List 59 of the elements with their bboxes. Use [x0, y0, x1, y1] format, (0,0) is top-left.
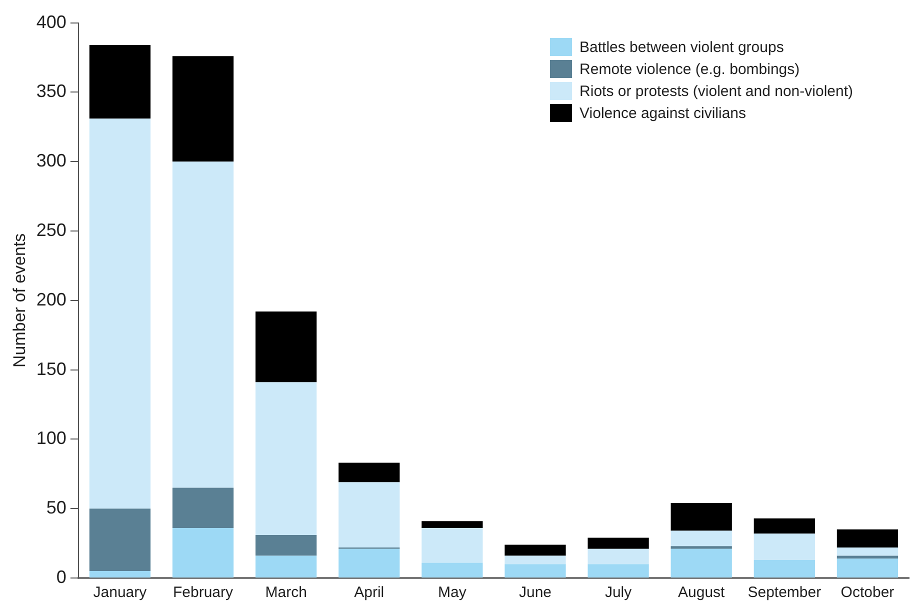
y-tick-label: 100 [36, 428, 66, 448]
bar [172, 162, 234, 488]
x-tick-label: May [438, 584, 467, 602]
legend-label: Remote violence (e.g. bombings) [580, 60, 800, 78]
bar [588, 564, 649, 578]
bar [670, 548, 732, 578]
y-tick-label: 0 [56, 566, 66, 587]
bar [504, 564, 566, 578]
bar [504, 556, 566, 564]
bar [338, 482, 400, 548]
bar [256, 382, 317, 535]
bar [422, 562, 483, 578]
bar [172, 488, 234, 528]
bar [754, 534, 815, 560]
x-tick-label: August [678, 584, 726, 602]
bar [422, 521, 483, 528]
x-tick-label: March [265, 584, 307, 602]
bar [670, 503, 732, 531]
bar [588, 538, 649, 549]
y-tick-label: 150 [36, 358, 66, 379]
bar [836, 556, 898, 559]
bar [504, 544, 566, 556]
x-tick-label: January [93, 584, 148, 602]
x-tick-label: June [518, 584, 552, 602]
bar [256, 556, 317, 578]
bar [256, 312, 317, 382]
bar [89, 508, 151, 572]
x-tick-label: February [173, 584, 234, 602]
bar [338, 548, 400, 578]
legend-label: Violence against civilians [580, 104, 746, 122]
x-tick-label: October [840, 584, 894, 602]
legend-label: Riots or protests (violent and non-violent) [580, 82, 853, 100]
y-axis-title: Number of events [10, 233, 29, 368]
bar [89, 571, 151, 578]
bar [422, 528, 483, 563]
bar [754, 518, 815, 534]
x-tick-label: July [604, 584, 632, 602]
y-tick-label: 250 [36, 220, 66, 240]
bar [588, 548, 649, 564]
bar [172, 528, 234, 578]
bar [670, 530, 732, 546]
y-tick-label: 400 [36, 12, 66, 32]
y-tick-label: 50 [46, 498, 66, 518]
bar [256, 534, 317, 556]
x-tick-label: April [354, 584, 384, 602]
bar [338, 462, 400, 482]
legend-label: Battles between violent groups [580, 38, 784, 56]
bar [754, 560, 815, 578]
bar [836, 529, 898, 548]
bar [836, 558, 898, 578]
bar [670, 546, 732, 549]
bar [89, 118, 151, 509]
y-tick-label: 300 [36, 150, 66, 171]
y-tick-label: 200 [36, 289, 66, 310]
y-tick-label: 350 [36, 81, 66, 102]
bar [89, 45, 151, 119]
bar [836, 547, 898, 556]
x-tick-label: September [748, 584, 822, 602]
bar [172, 56, 234, 162]
